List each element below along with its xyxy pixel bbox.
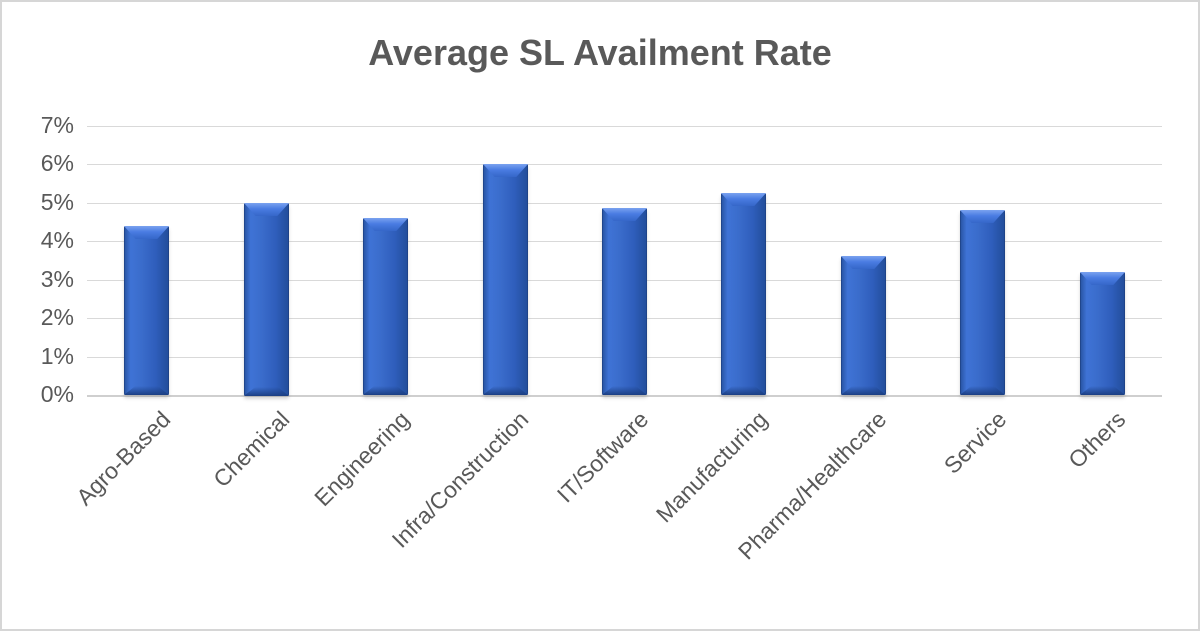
bar-chemical [244,203,289,396]
y-axis-tick-label: 4% [40,227,74,253]
bar-service [960,210,1005,395]
bar-engineering [363,218,408,395]
gridline [87,203,1162,204]
y-axis-tick-label: 2% [40,304,74,330]
bar-others [1080,272,1125,395]
bar-manufacturing [721,193,766,395]
y-axis-tick-label: 1% [40,343,74,369]
bar-it-software [602,208,647,395]
chart-title: Average SL Availment Rate [368,32,832,73]
y-axis-tick-label: 6% [40,150,74,176]
y-axis-tick-label: 3% [40,266,74,292]
bar-pharma-healthcare [841,256,886,395]
y-axis-tick-label: 5% [40,189,74,215]
y-axis-tick-label: 7% [40,112,74,138]
x-axis-line [87,395,1162,397]
bar-infra-construction [483,164,528,395]
x-axis-category-label: Agro-Based [71,406,176,511]
bar-agro-based [124,226,169,395]
y-axis-tick-label: 0% [40,381,74,407]
gridline [87,164,1162,165]
gridline [87,126,1162,127]
